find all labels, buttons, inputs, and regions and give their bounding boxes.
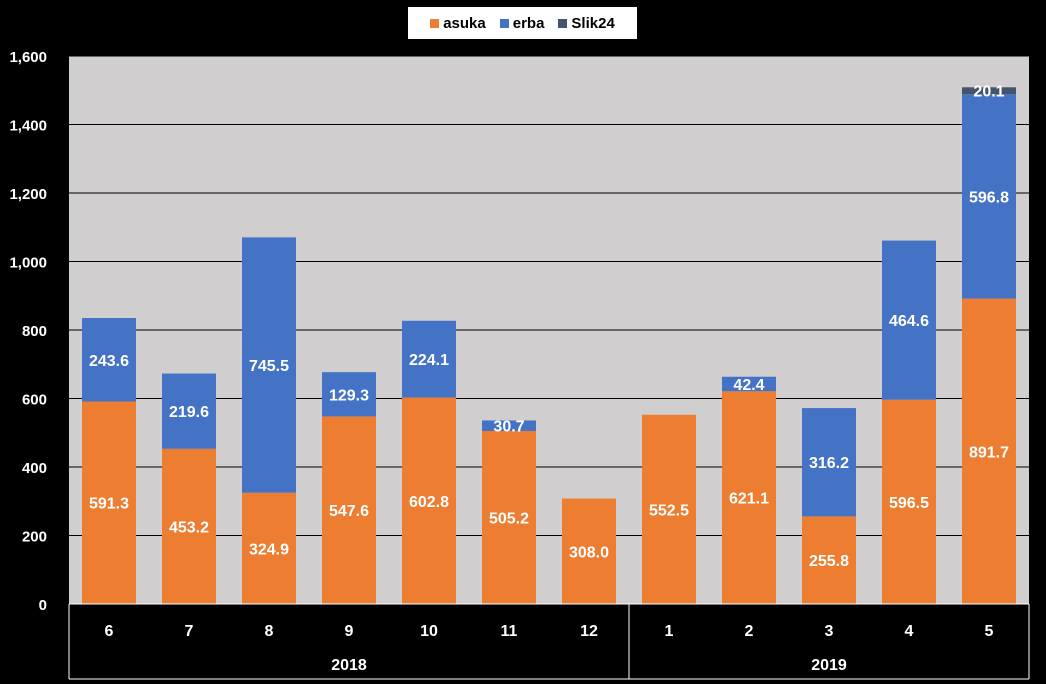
legend-swatch-slik24 [558, 18, 568, 28]
bar-asuka-5 [962, 298, 1016, 604]
x-tick-label: 1 [665, 623, 674, 640]
data-label: 602.8 [409, 494, 449, 511]
bar-erba-7 [162, 373, 216, 449]
data-label: 621.1 [729, 491, 769, 508]
legend-swatch-asuka [430, 18, 440, 28]
legend-label-erba: erba [512, 14, 545, 32]
x-group-label: 2018 [331, 657, 367, 674]
legend-label-asuka: asuka [443, 14, 486, 32]
bar-slik24-5 [962, 87, 1016, 95]
data-label: 552.5 [649, 502, 689, 519]
bar-asuka-3 [802, 516, 856, 604]
data-label: 891.7 [969, 444, 1009, 461]
bar-asuka-11 [482, 430, 536, 604]
x-tick-label: 11 [501, 623, 518, 640]
data-label: 464.6 [889, 313, 929, 330]
x-tick-label: 2 [745, 623, 754, 640]
bar-erba-4 [882, 240, 936, 400]
x-tick-label: 3 [825, 623, 834, 640]
data-label: 224.1 [409, 352, 449, 369]
x-tick-label: 8 [265, 623, 274, 640]
data-label: 308.0 [569, 544, 609, 561]
y-tick-label: 1,000 [9, 255, 47, 272]
bar-asuka-10 [402, 397, 456, 604]
y-tick-label: 1,400 [9, 118, 47, 135]
bar-asuka-4 [882, 399, 936, 604]
data-label: 20.1 [973, 84, 1004, 101]
data-label: 453.2 [169, 519, 209, 536]
bar-erba-5 [962, 94, 1016, 299]
legend-item-asuka: asuka [430, 15, 486, 32]
bar-asuka-6 [82, 401, 136, 604]
data-label: 505.2 [489, 510, 529, 527]
bar-erba-6 [82, 318, 136, 402]
legend-item-slik24: Slik24 [558, 14, 615, 32]
legend-label-slik24: Slik24 [571, 14, 615, 32]
gridlines [69, 55, 1029, 536]
y-tick-label: 1,200 [9, 186, 47, 203]
legend-swatch-erba [499, 18, 509, 28]
x-tick-label: 9 [345, 623, 354, 640]
bar-asuka-7 [162, 448, 216, 604]
legend: asuka erba Slik24 [408, 7, 637, 39]
y-tick-label: 600 [22, 392, 47, 409]
bar-erba-2 [722, 376, 776, 392]
data-label: 255.8 [809, 553, 849, 570]
data-label: 316.2 [809, 455, 849, 472]
data-label: 42.4 [733, 377, 764, 394]
y-tick-label: 0 [39, 597, 47, 614]
y-axis: 0 200 400 600 800 1,000 1,200 1,400 1,600 [9, 49, 47, 614]
bar-asuka-2 [722, 391, 776, 604]
bar-erba-8 [242, 237, 296, 493]
data-label: 547.6 [329, 503, 369, 520]
data-label: 243.6 [89, 353, 129, 370]
bars [82, 87, 1016, 604]
data-label: 219.6 [169, 404, 209, 421]
x-tick-label: 6 [105, 623, 114, 640]
y-tick-label: 400 [22, 460, 47, 477]
bar-asuka-1 [642, 414, 696, 604]
data-label: 591.3 [89, 496, 129, 513]
bar-asuka-8 [242, 492, 296, 604]
bar-asuka-9 [322, 416, 376, 604]
y-tick-label: 200 [22, 529, 47, 546]
x-tick-label: 10 [420, 623, 438, 640]
data-label: 30.7 [493, 419, 524, 436]
data-label: 324.9 [249, 541, 289, 558]
bar-erba-3 [802, 408, 856, 517]
bar-erba-11 [482, 420, 536, 431]
bar-erba-10 [402, 320, 456, 398]
x-tick-label: 12 [580, 623, 598, 640]
data-labels: 591.3 243.6 453.2 219.6 324.9 745.5 547.6 129.3… [89, 84, 1009, 570]
y-tick-label: 800 [22, 323, 47, 340]
x-tick-label: 7 [185, 623, 194, 640]
data-label: 745.5 [249, 358, 289, 375]
bar-asuka-12 [562, 498, 616, 604]
data-label: 129.3 [329, 387, 369, 404]
data-label: 596.8 [969, 189, 1009, 206]
data-label: 596.5 [889, 495, 929, 512]
y-tick-label: 1,600 [9, 49, 47, 66]
bar-erba-9 [322, 372, 376, 417]
x-tick-label: 5 [985, 623, 994, 640]
legend-item-erba: erba [499, 14, 545, 32]
x-tick-label: 4 [905, 623, 914, 640]
x-group-label: 2019 [811, 657, 847, 674]
